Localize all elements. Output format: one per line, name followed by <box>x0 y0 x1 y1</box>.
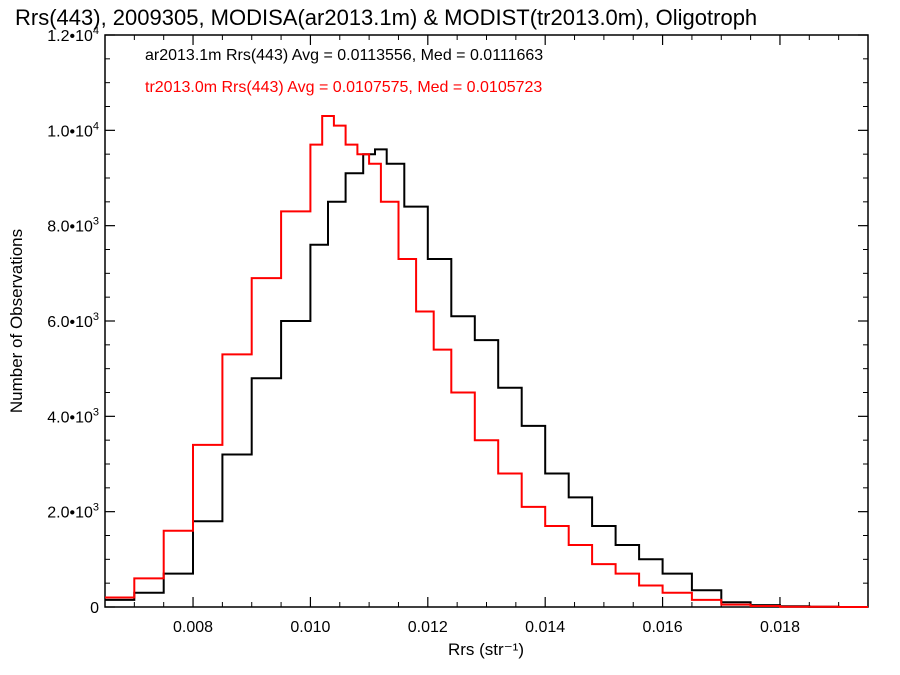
series-layer <box>105 115 868 608</box>
y-tick-label: 6.0•103 <box>47 311 99 331</box>
x-tick-label: 0.018 <box>760 619 800 636</box>
y-tick-mantissa: 8.0•10 <box>47 219 93 236</box>
y-tick-label: 0 <box>90 600 99 617</box>
y-tick-mantissa: 0 <box>90 600 99 617</box>
series-line-ar2013 <box>105 148 868 608</box>
y-tick-exponent: 4 <box>93 25 99 37</box>
y-tick-exponent: 4 <box>93 120 99 132</box>
x-tick-label: 0.008 <box>173 619 213 636</box>
y-tick-exponent: 3 <box>93 406 99 418</box>
legend-entry-tr2013: tr2013.0m Rrs(443) Avg = 0.0107575, Med … <box>145 79 542 96</box>
y-axis-label: Number of Observations <box>7 229 26 413</box>
chart-title: Rrs(443), 2009305, MODISA(ar2013.1m) & M… <box>15 5 757 30</box>
legend-entry-ar2013: ar2013.1m Rrs(443) Avg = 0.0113556, Med … <box>145 47 543 64</box>
y-tick-exponent: 3 <box>93 216 99 228</box>
x-axis-label: Rrs (str⁻¹) <box>448 640 524 659</box>
y-tick-mantissa: 6.0•10 <box>47 314 93 331</box>
y-tick-mantissa: 1.2•10 <box>47 28 93 45</box>
y-tick-label: 1.0•104 <box>47 120 99 140</box>
series-line-tr2013 <box>105 115 868 608</box>
y-tick-exponent: 3 <box>93 502 99 514</box>
x-tick-label: 0.016 <box>643 619 683 636</box>
y-axis: 02.0•1034.0•1036.0•1038.0•1031.0•1041.2•… <box>47 25 868 617</box>
x-tick-label: 0.014 <box>525 619 565 636</box>
y-tick-mantissa: 4.0•10 <box>47 409 93 426</box>
y-tick-label: 8.0•103 <box>47 216 99 236</box>
y-tick-label: 4.0•103 <box>47 406 99 426</box>
x-tick-label: 0.010 <box>290 619 330 636</box>
x-axis: 0.008 0.010 0.012 0.014 0.016 0.018 <box>133 35 840 636</box>
x-tick-label: 0.012 <box>408 619 448 636</box>
y-tick-label: 1.2•104 <box>47 25 99 45</box>
y-tick-mantissa: 1.0•10 <box>47 123 93 140</box>
y-tick-exponent: 3 <box>93 311 99 323</box>
y-tick-label: 2.0•103 <box>47 502 99 522</box>
y-tick-mantissa: 2.0•10 <box>47 505 93 522</box>
